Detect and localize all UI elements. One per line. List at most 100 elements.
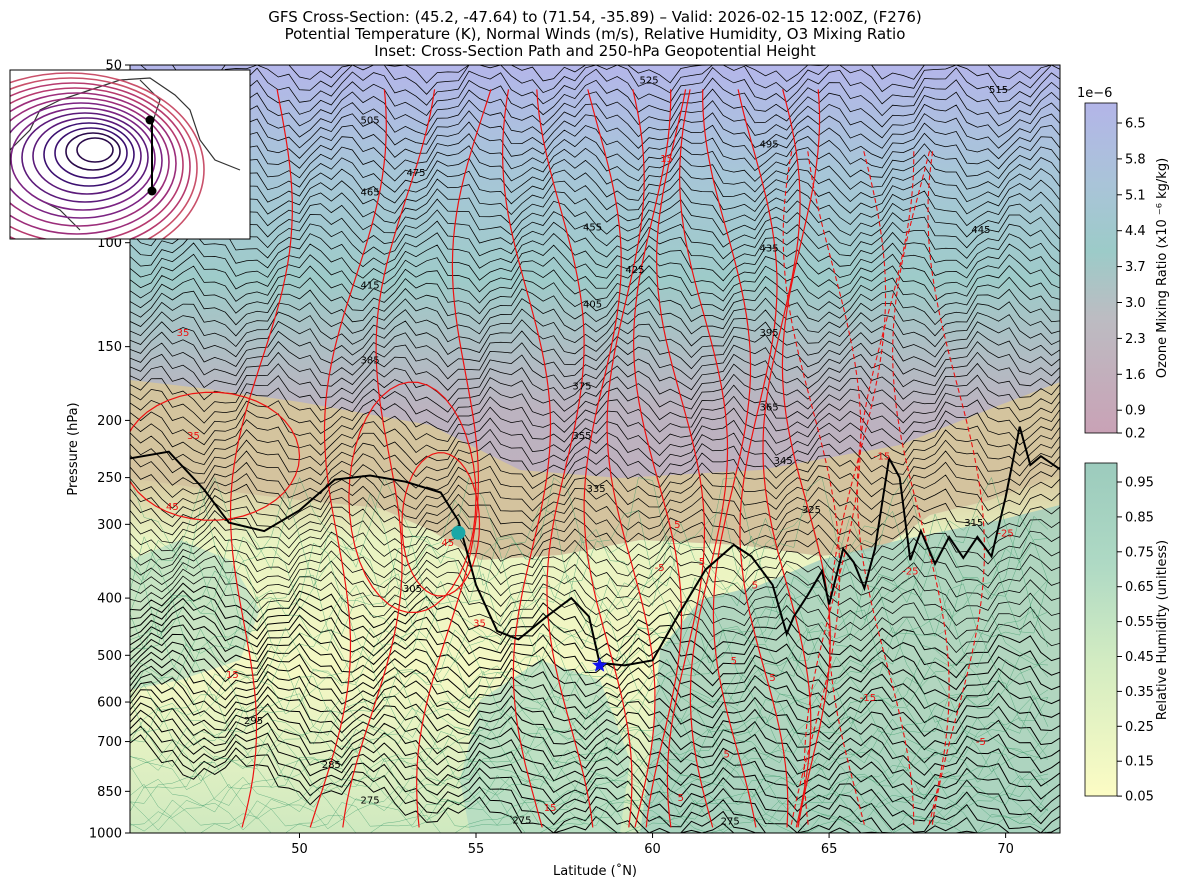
colorbar-rh-tick-label: 0.35: [1125, 685, 1154, 700]
colorbar-rh-ticks: 0.95 0.85 0.75 0.65 0.55 0.45 0.35 0.25 0.15 0.05…: [1117, 476, 1170, 805]
wind-contour-label: 15: [226, 670, 239, 681]
wind-contour-positive: [342, 89, 436, 828]
theta-contour: [130, 176, 1060, 216]
y-tick-label: 500: [97, 649, 122, 664]
y-tick-label: 100: [97, 236, 122, 251]
theta-contour: [130, 673, 1060, 813]
chart-title-line: Potential Temperature (K), Normal Winds …: [285, 25, 906, 43]
wind-contour-label: -5: [976, 737, 986, 748]
inset-height-contour: [10, 102, 163, 219]
markers: [451, 525, 608, 672]
theta-contour-label: 475: [406, 168, 425, 179]
theta-contour: [130, 725, 1060, 833]
wind-contour-label: 5: [724, 750, 730, 761]
theta-contour: [130, 121, 1060, 161]
colorbar-ozone-tick-label: 4.4: [1125, 224, 1146, 239]
theta-contour: [130, 624, 1060, 732]
rh-contour: [130, 811, 1049, 833]
y-tick-label: 400: [97, 592, 122, 607]
theta-contour: [130, 555, 1060, 627]
wind-contour-label: -15: [860, 693, 876, 704]
inset-height-contour: [10, 92, 177, 235]
theta-contour: [130, 493, 1060, 539]
wind-contour-label: 45: [166, 502, 179, 513]
colorbar-rh-bar: [1084, 462, 1118, 797]
wind-contour-positive: [781, 89, 831, 828]
colorbar-rh-tick-label: 0.75: [1125, 545, 1154, 560]
theta-contour: [130, 695, 1060, 833]
colorbar-ozone-tick-label: 5.8: [1125, 152, 1146, 167]
wind-contour-label: 5: [752, 580, 758, 591]
colorbar-ozone-tick-label: 3.7: [1125, 260, 1146, 275]
rh-contour: [130, 783, 1049, 824]
y-tick-label: 200: [97, 414, 122, 429]
theta-contour: [130, 633, 1060, 746]
theta-contour-label: 355: [572, 431, 591, 442]
wind-contour-positive: [606, 89, 656, 828]
y-axis-label: Pressure (hPa): [66, 402, 81, 495]
wind-contour-jet-core: [401, 452, 481, 597]
marker-star: [592, 657, 608, 672]
marker-circle: [451, 525, 466, 540]
theta-contour-label: 335: [587, 484, 606, 495]
colorbar-rh-tick-label: 0.45: [1125, 650, 1154, 665]
theta-contour: [130, 384, 1060, 424]
wind-contour-positive: [737, 89, 789, 828]
rh-contour: [130, 717, 1049, 768]
rh-contour: [130, 791, 1049, 831]
y-tick-label: 250: [97, 471, 122, 486]
wind-contour-label: 35: [473, 619, 486, 630]
theta-contour: [130, 545, 1060, 612]
wind-contour-label: 15: [544, 803, 557, 814]
axes: 50 55 60 65 70100085070060050040030025020015…: [66, 59, 1014, 880]
theta-contour: [130, 665, 1060, 800]
theta-contour-label: 415: [361, 281, 380, 292]
theta-contour: [130, 99, 1060, 139]
theta-contour: [130, 483, 1060, 526]
wind-contours: [130, 89, 985, 828]
wind-contour-label: -5: [655, 563, 665, 574]
chart-title-line: Inset: Cross-Section Path and 250-hPa Ge…: [374, 42, 816, 60]
theta-contour: [130, 319, 1060, 359]
theta-contour: [130, 198, 1060, 238]
theta-contour: [130, 606, 1060, 705]
theta-contour: [130, 681, 1060, 825]
rh-contour: [130, 643, 1049, 708]
theta-contour-label: 305: [403, 584, 422, 595]
wind-contour-positive: [536, 89, 594, 828]
rh-contour: [130, 774, 1049, 813]
rh-contour: [130, 656, 1049, 717]
rh-contour: [130, 757, 1049, 798]
rh-contour: [130, 727, 1049, 773]
colorbar-ozone-tick-label: 0.9: [1125, 404, 1146, 419]
theta-contour-label: 295: [244, 716, 263, 727]
theta-contour-label: 465: [361, 187, 380, 198]
wind-contour-negative: [927, 151, 985, 827]
wind-contour-label: 35: [187, 431, 200, 442]
inset-height-contour: [76, 137, 114, 163]
theta-contour: [130, 88, 1060, 128]
theta-contour: [130, 330, 1060, 370]
theta-contour-label: 395: [760, 328, 779, 339]
theta-contour: [130, 461, 1060, 501]
colorbar-ozone-ticks: 6.5 5.8 5.1 4.4 3.7 3.0 2.3 1.6 0.9 0.2 1e−6 Ozone …: [1077, 86, 1170, 442]
colorbar-ozone: 6.5 5.8 5.1 4.4 3.7 3.0 2.3 1.6 0.9 0.2 1e−6 Ozone …: [1077, 86, 1170, 442]
theta-contour: [130, 341, 1060, 380]
theta-contour: [130, 209, 1060, 249]
wind-contour-positive: [229, 89, 293, 828]
rh-contour: [130, 799, 1049, 833]
theta-contour: [130, 535, 1060, 600]
wind-contour-negative: [856, 151, 915, 827]
rh-contour: [130, 513, 1049, 613]
inset-map: [9, 69, 251, 240]
colorbar-rh-tick-label: 0.95: [1125, 476, 1154, 491]
theta-contour: [130, 597, 1060, 691]
theta-contour: [130, 165, 1060, 205]
theta-contour-label: 275: [512, 815, 531, 826]
colorbar-ozone-tick-label: 5.1: [1125, 188, 1146, 203]
colorbar-ozone-tick-label: 3.0: [1125, 296, 1146, 311]
theta-contour: [130, 77, 1060, 117]
